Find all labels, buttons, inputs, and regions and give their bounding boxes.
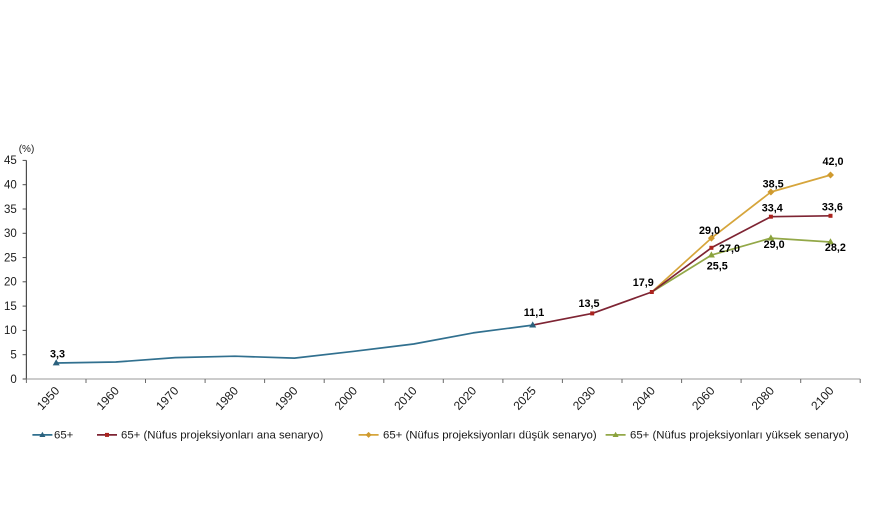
svg-text:20: 20 bbox=[4, 277, 17, 289]
svg-text:65+ (Nüfus projeksiyonları ana: 65+ (Nüfus projeksiyonları ana senaryo) bbox=[121, 429, 323, 441]
svg-text:3,3: 3,3 bbox=[50, 348, 65, 360]
svg-text:25: 25 bbox=[4, 252, 17, 264]
svg-text:28,2: 28,2 bbox=[825, 242, 846, 254]
svg-text:65+: 65+ bbox=[54, 429, 74, 441]
svg-text:30: 30 bbox=[4, 228, 17, 240]
svg-text:27,0: 27,0 bbox=[719, 243, 740, 255]
svg-text:65+ (Nüfus projeksiyonları yük: 65+ (Nüfus projeksiyonları yüksek senary… bbox=[630, 429, 849, 441]
svg-text:35: 35 bbox=[4, 204, 17, 216]
svg-text:45: 45 bbox=[4, 155, 17, 167]
svg-text:38,5: 38,5 bbox=[763, 178, 784, 190]
svg-text:13,5: 13,5 bbox=[578, 298, 599, 310]
svg-text:17,9: 17,9 bbox=[633, 277, 654, 289]
svg-text:15: 15 bbox=[4, 301, 17, 313]
svg-text:33,6: 33,6 bbox=[822, 202, 843, 214]
svg-text:11,1: 11,1 bbox=[524, 307, 544, 319]
svg-text:0: 0 bbox=[10, 374, 16, 386]
svg-text:42,0: 42,0 bbox=[822, 156, 843, 168]
svg-text:10: 10 bbox=[4, 325, 17, 337]
svg-text:25,5: 25,5 bbox=[707, 260, 728, 272]
svg-text:(%): (%) bbox=[19, 144, 35, 155]
svg-text:5: 5 bbox=[10, 350, 16, 362]
svg-text:65+ (Nüfus projeksiyonları düş: 65+ (Nüfus projeksiyonları düşük senaryo… bbox=[383, 429, 597, 441]
svg-text:29,0: 29,0 bbox=[699, 225, 720, 237]
svg-text:33,4: 33,4 bbox=[762, 203, 783, 215]
svg-text:29,0: 29,0 bbox=[764, 239, 785, 251]
svg-text:40: 40 bbox=[4, 180, 17, 192]
